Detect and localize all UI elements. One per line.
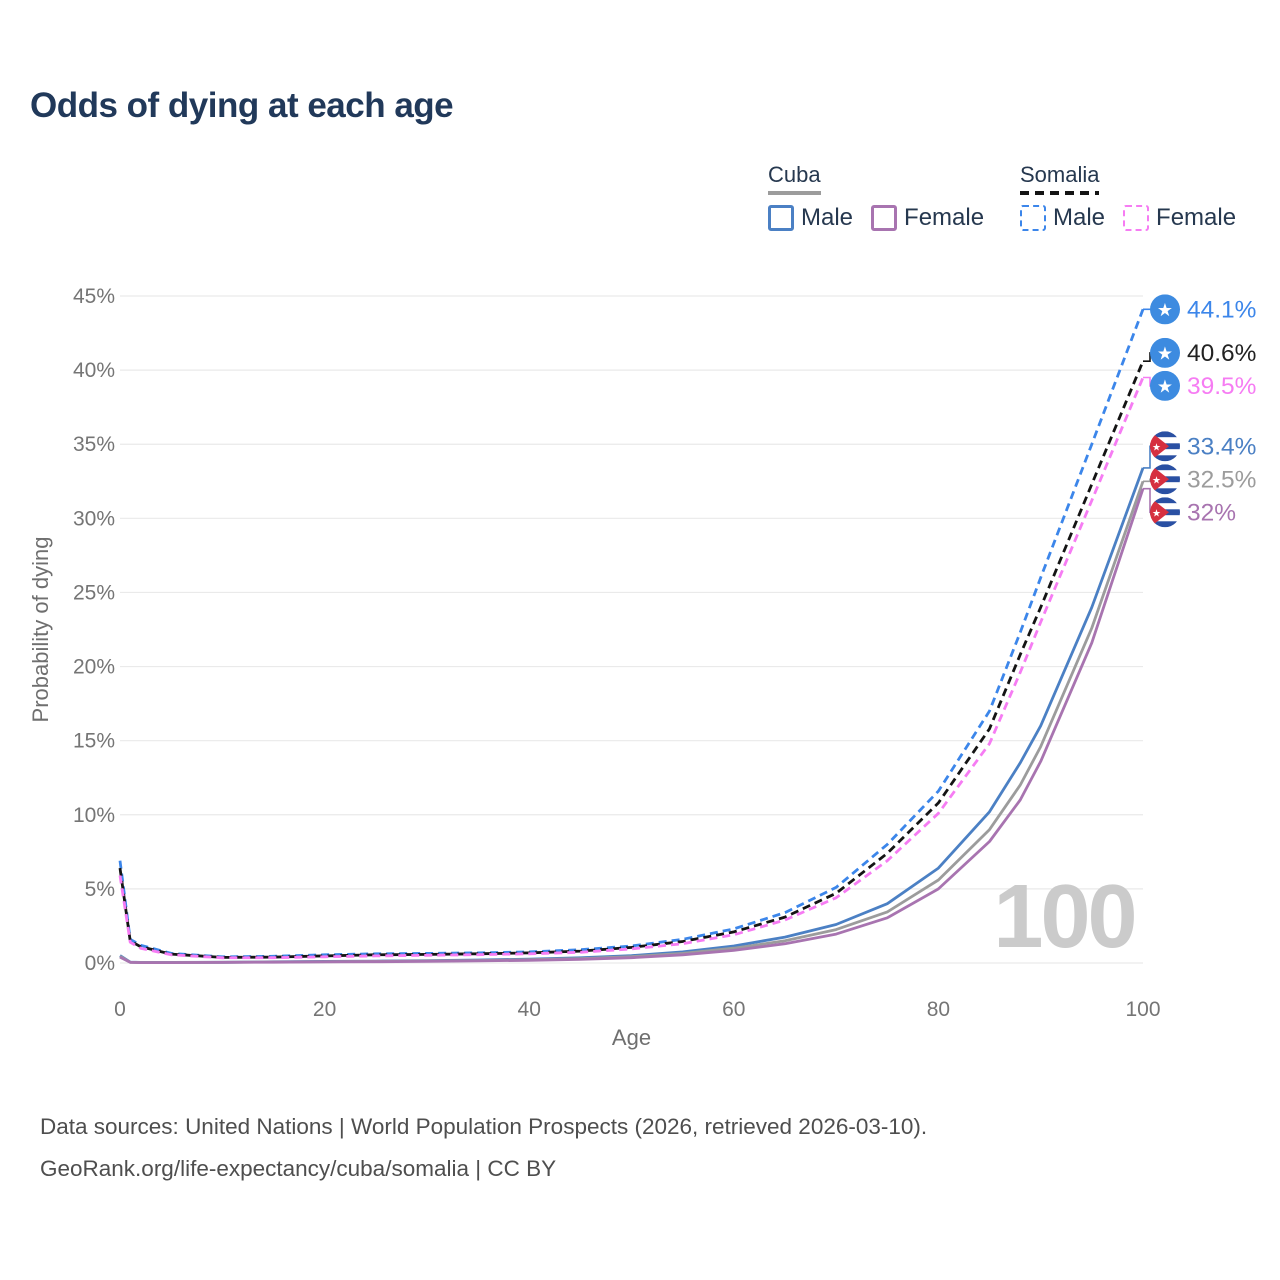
y-tick-label: 40% <box>73 359 115 382</box>
cuba-flag-icon: ★ <box>1150 497 1180 528</box>
line-cuba <box>119 480 1145 964</box>
line-cuba-female <box>119 488 1145 964</box>
legend-somalia-header-label: Somalia <box>1020 162 1100 187</box>
cuba-male-swatch-icon <box>768 205 794 231</box>
x-tick-label: 100 <box>1125 998 1160 1021</box>
y-tick-label: 30% <box>73 507 115 530</box>
y-tick-label: 25% <box>73 581 115 604</box>
line-somalia-female <box>118 376 1145 960</box>
somalia-female-swatch-icon <box>1123 205 1150 231</box>
svg-text:★: ★ <box>1152 475 1161 486</box>
cuba-flag-icon: ★ <box>1150 431 1180 462</box>
svg-text:★: ★ <box>1152 442 1161 453</box>
cuba-solid-line-sample-icon <box>768 191 821 195</box>
y-tick-label: 0% <box>85 952 115 975</box>
somalia-dashed-line-sample-icon <box>1020 191 1100 195</box>
cuba-flag-icon: ★ <box>1150 464 1180 495</box>
legend-item-label: Female <box>904 204 985 231</box>
somalia-flag-icon: ★ <box>1150 294 1180 325</box>
legend-item-cuba-female[interactable]: Female <box>871 204 984 232</box>
end-label-somalia: 40.6% <box>1187 340 1256 367</box>
x-tick-label: 60 <box>722 998 745 1021</box>
svg-text:★: ★ <box>1157 343 1173 363</box>
y-tick-label: 45% <box>73 285 115 308</box>
line-cuba-male <box>119 467 1145 964</box>
legend-cuba-header[interactable]: Cuba <box>768 162 821 195</box>
legend-item-label: Female <box>1156 204 1237 231</box>
y-tick-label: 5% <box>85 878 115 901</box>
cuba-female-swatch-icon <box>871 205 898 231</box>
legend-item-cuba-male[interactable]: Male <box>768 204 853 232</box>
watermark-max-age: 100 <box>993 867 1134 967</box>
svg-text:★: ★ <box>1152 508 1161 519</box>
legend-group-cuba: Cuba Male Female <box>768 162 984 232</box>
legend-item-label: Male <box>1053 204 1106 231</box>
somalia-flag-icon: ★ <box>1150 370 1180 401</box>
svg-text:★: ★ <box>1157 300 1173 320</box>
legend-item-somalia-female[interactable]: Female <box>1123 204 1236 232</box>
line-somalia <box>118 360 1145 959</box>
end-label-cuba-male: 33.4% <box>1187 433 1256 460</box>
line-somalia-male <box>118 308 1145 959</box>
x-tick-label: 40 <box>518 998 541 1021</box>
attribution-line: GeoRank.org/life-expectancy/cuba/somalia… <box>40 1156 557 1181</box>
end-label-cuba: 32.5% <box>1187 466 1256 493</box>
somalia-male-swatch-icon <box>1020 205 1046 231</box>
x-tick-label: 0 <box>114 998 126 1021</box>
legend-somalia-header[interactable]: Somalia <box>1020 162 1100 195</box>
x-axis-label: Age <box>612 1025 651 1050</box>
data-sources-line: Data sources: United Nations | World Pop… <box>40 1114 928 1139</box>
y-tick-label: 15% <box>73 730 115 753</box>
svg-text:★: ★ <box>1157 376 1173 396</box>
x-tick-label: 80 <box>927 998 950 1021</box>
end-label-somalia-female: 39.5% <box>1187 373 1256 400</box>
legend-group-somalia: Somalia Male Female <box>1020 162 1236 232</box>
end-label-somalia-male: 44.1% <box>1187 296 1256 323</box>
somalia-flag-icon: ★ <box>1150 337 1180 368</box>
legend-item-somalia-male[interactable]: Male <box>1020 204 1105 232</box>
end-label-cuba-female: 32% <box>1187 499 1236 526</box>
page-title: Odds of dying at each age <box>30 86 454 125</box>
footer: Data sources: United Nations | World Pop… <box>40 1106 927 1190</box>
legend-cuba-header-label: Cuba <box>768 162 821 187</box>
x-tick-label: 20 <box>313 998 336 1021</box>
y-axis-label: Probability of dying <box>28 537 53 723</box>
legend-item-label: Male <box>801 204 854 231</box>
y-tick-label: 35% <box>73 433 115 456</box>
y-tick-label: 10% <box>73 804 115 827</box>
y-tick-label: 20% <box>73 656 115 679</box>
